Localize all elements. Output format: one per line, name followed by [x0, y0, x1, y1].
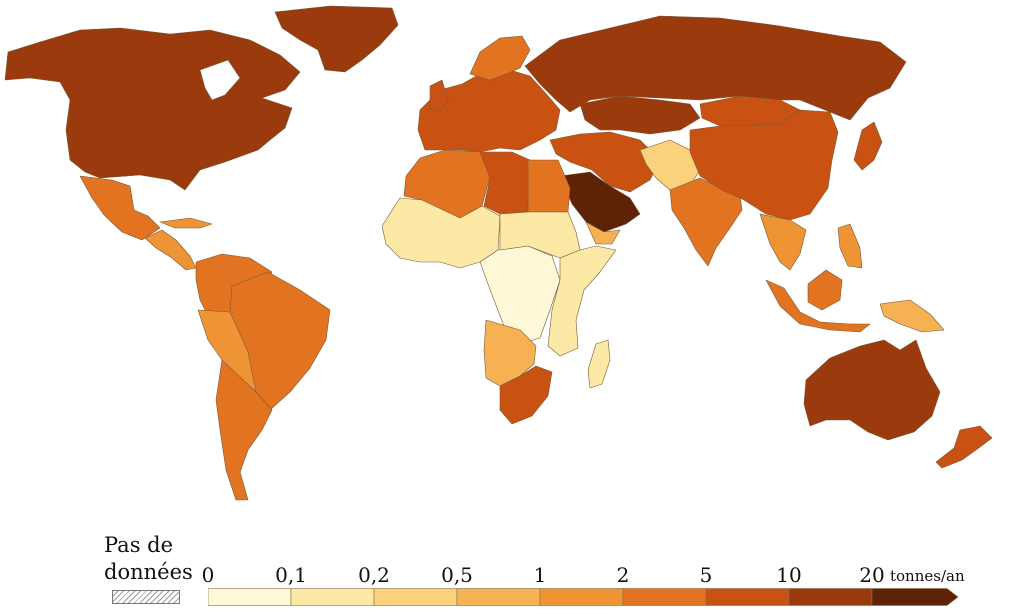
world-map — [4, 5, 993, 501]
region-south-africa — [499, 365, 553, 425]
scale-tick-label: 2 — [616, 563, 630, 587]
region-east-africa — [547, 245, 617, 357]
region-new-zealand — [935, 425, 993, 469]
region-papua — [879, 299, 945, 333]
no-data-label: Pas de données — [104, 532, 193, 586]
region-scandinavia — [469, 35, 531, 81]
no-data-swatch — [112, 590, 180, 604]
scale-tick-label: 0,1 — [275, 563, 307, 587]
region-japan — [853, 121, 883, 171]
scale-tick-label: 0 — [201, 563, 215, 587]
color-scale-bar — [208, 588, 958, 606]
scale-bin-4 — [539, 588, 624, 606]
region-philippines — [837, 223, 863, 269]
scale-bin-1 — [290, 588, 375, 606]
region-central-america — [144, 229, 197, 271]
scale-bin-5 — [622, 588, 707, 606]
region-arabian-peninsula — [559, 171, 641, 233]
region-madagascar — [587, 339, 611, 389]
scale-tick-label: 10 — [776, 563, 802, 587]
region-kazakhstan — [579, 95, 701, 135]
scale-bin-0 — [208, 588, 292, 606]
no-data-label-line1: Pas de — [104, 533, 174, 557]
region-australia — [803, 339, 941, 441]
scale-bin-8 — [871, 588, 958, 606]
region-russia — [524, 15, 907, 121]
scale-unit-label: tonnes/an — [890, 567, 965, 585]
region-china — [689, 109, 839, 221]
region-north-america — [4, 27, 301, 191]
region-indonesia — [765, 279, 871, 333]
scale-bin-6 — [705, 588, 790, 606]
scale-tick-label: 20 — [859, 563, 885, 587]
region-hudson-bay — [199, 59, 241, 101]
region-middle-east — [549, 131, 661, 193]
region-mexico — [79, 175, 161, 241]
region-borneo — [807, 269, 843, 311]
region-uk — [429, 79, 449, 113]
no-data-label-line2: données — [104, 560, 193, 584]
scale-tick-label: 0,5 — [441, 563, 473, 587]
scale-bin-7 — [788, 588, 873, 606]
region-egypt — [527, 159, 571, 213]
region-greenland — [274, 5, 399, 73]
scale-bin-3 — [456, 588, 541, 606]
scale-tick-label: 1 — [533, 563, 547, 587]
region-caribbean — [159, 217, 213, 229]
region-yemen — [585, 221, 621, 245]
scale-bin-2 — [373, 588, 458, 606]
region-southeast-asia — [759, 213, 807, 271]
scale-tick-label: 0,2 — [358, 563, 390, 587]
region-argentina — [215, 359, 273, 501]
scale-tick-label: 5 — [699, 563, 713, 587]
